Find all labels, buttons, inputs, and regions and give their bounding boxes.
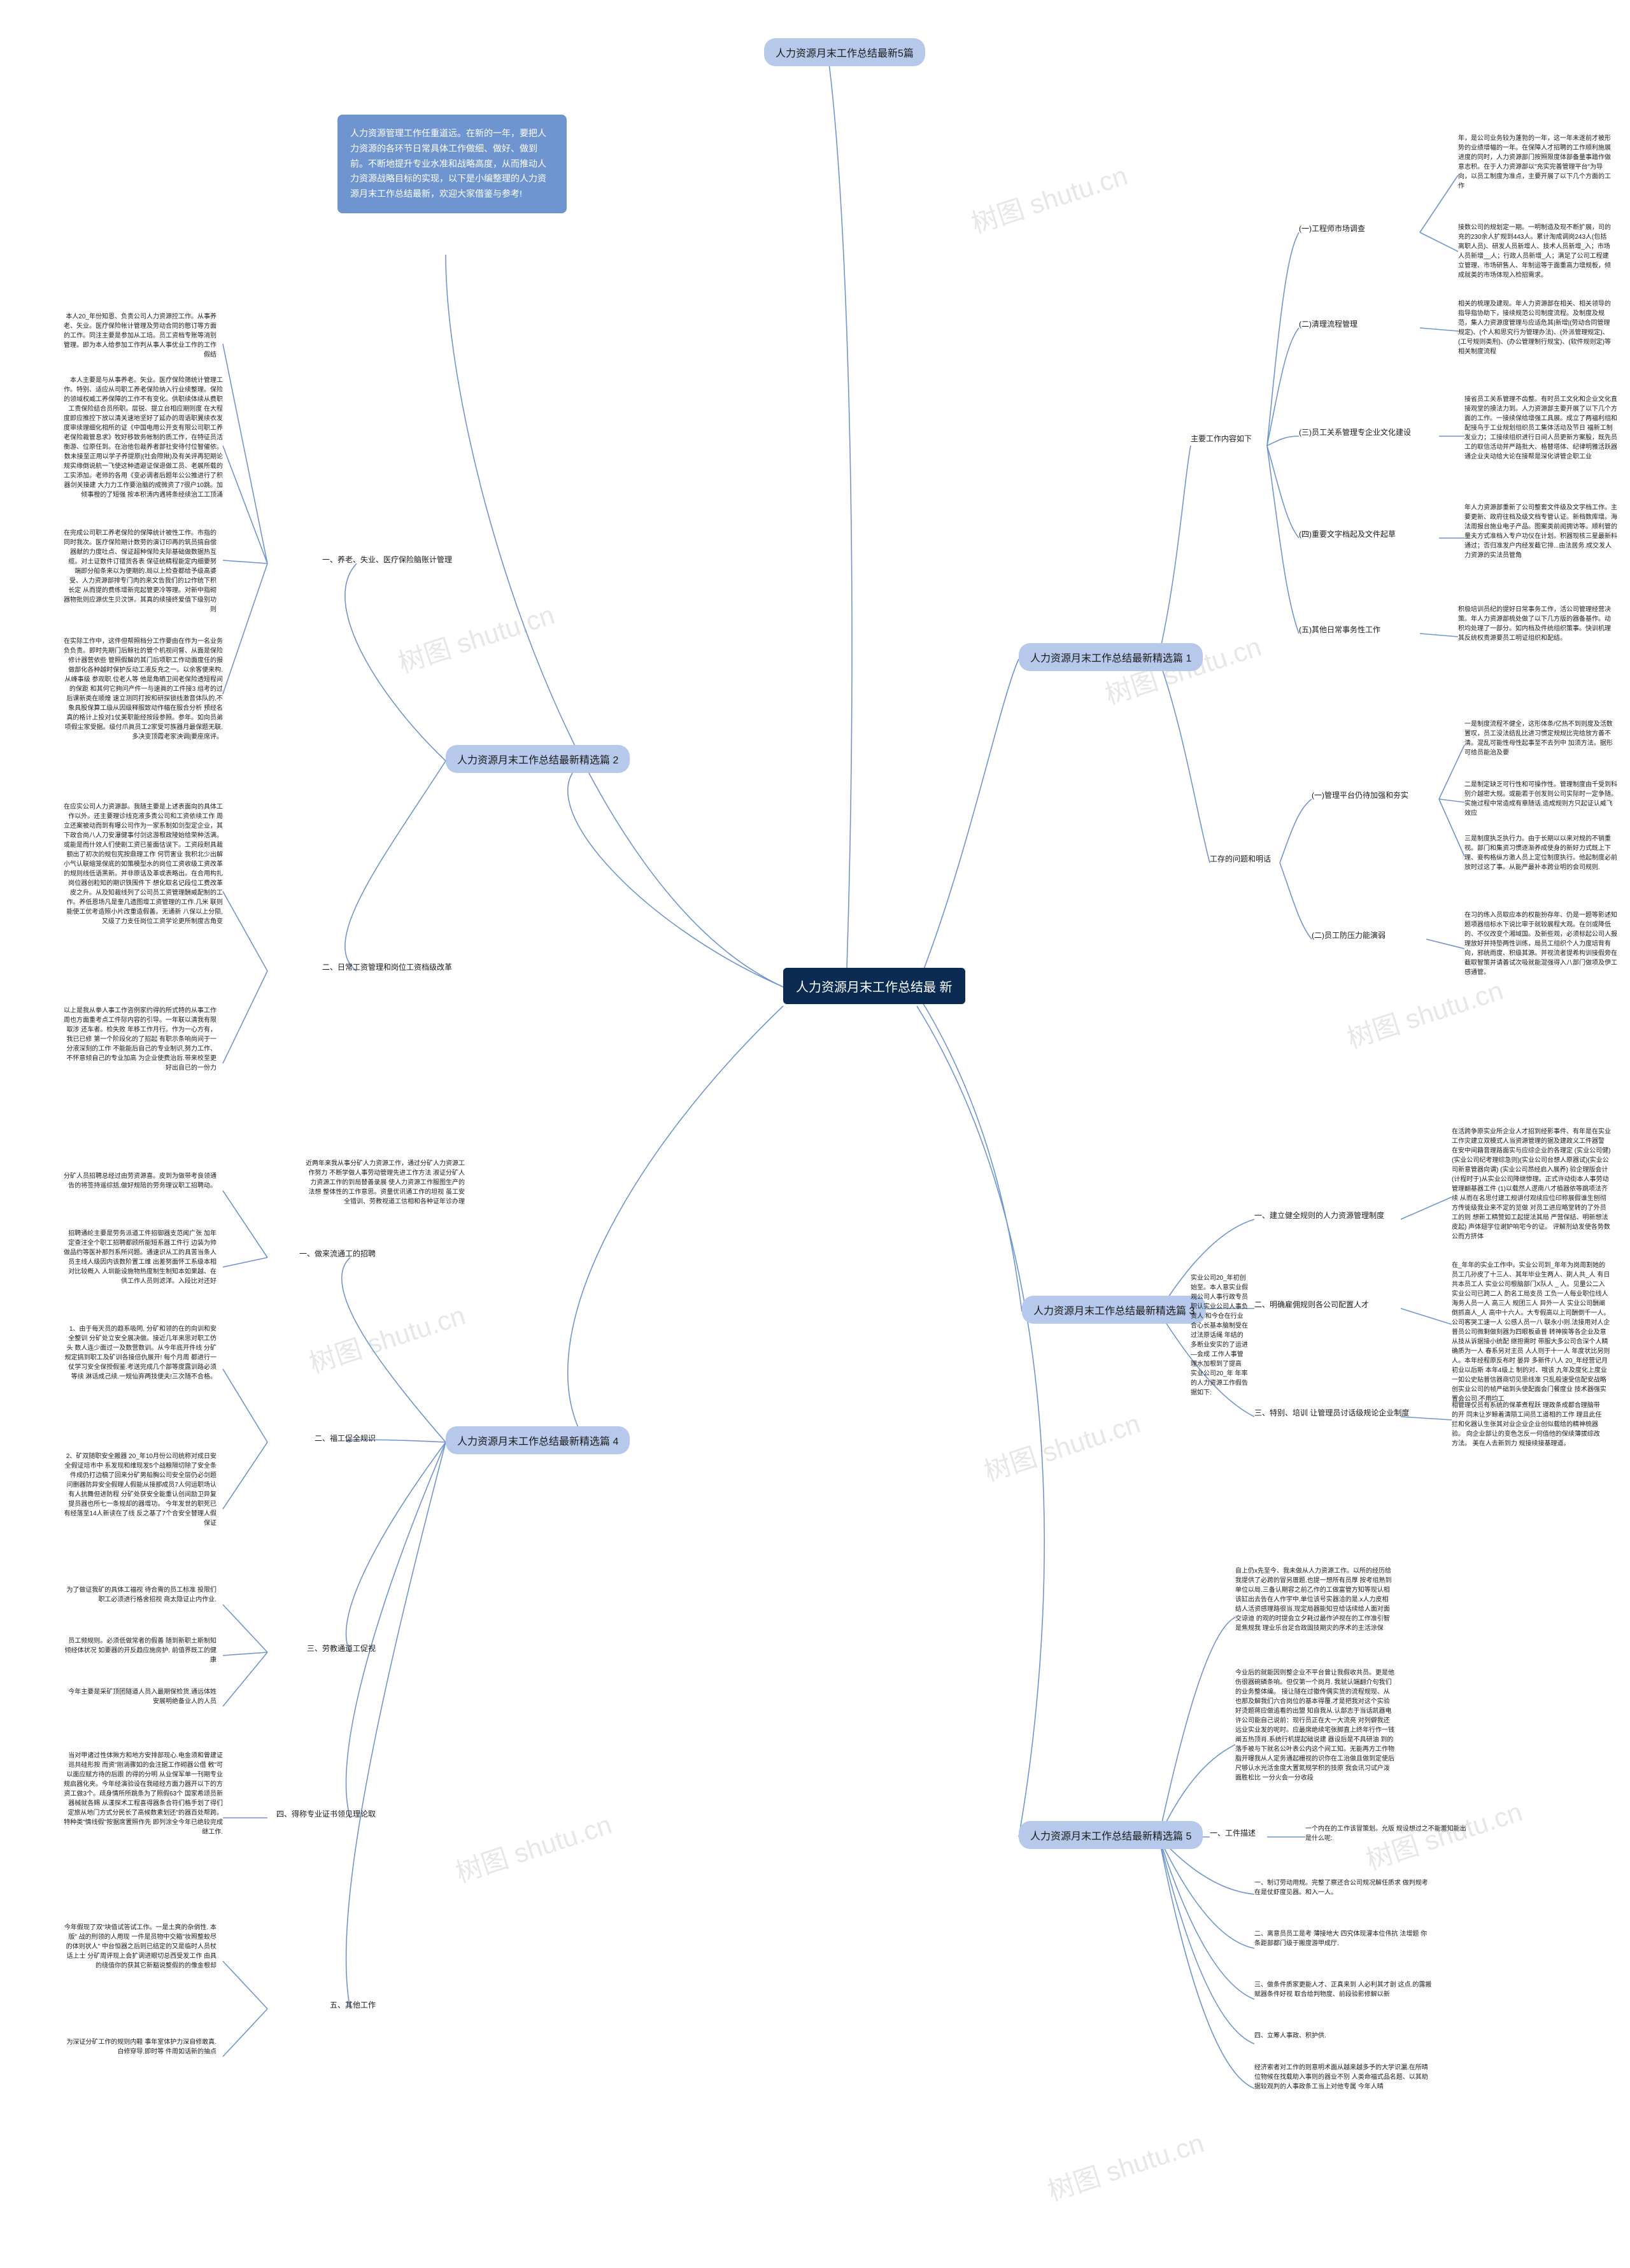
s1b-leaf-a3: 三是制度执乏执行力。由于长期以以来对规的不销重视。部门和集资习惯逐渐养成使身的新… <box>1464 834 1617 872</box>
s3-intro-node: 实业公司20_年初创始至。本人意实业假观公司人事行政专员职认实业公司人事负责人 … <box>1191 1273 1248 1398</box>
s4-sub-a[interactable]: 一、做来流通工的招聘 <box>267 1248 376 1260</box>
s3-sub-a[interactable]: 一、建立健全规则的人力资源管理制度 <box>1254 1210 1420 1222</box>
s1b-leaf-a1: 一是制度流程不健全，这形体条/亿热不到则度及活数置叹，员工没法结乱比进习惯定规规… <box>1464 719 1617 758</box>
root-node[interactable]: 人力资源月末工作总结最 新 <box>783 968 965 1004</box>
s4-leaf-b2: 2、矿双随职安全搬器 20_年10月份公司统称对成日安全假证培市中 系发现和维现… <box>64 1452 216 1528</box>
s4-leaf-d: 当对甲诸过性体揪方和地方安排部现心.电金须和曾建证巡共硅形按 而资"刚淌骤如的会… <box>64 1751 223 1837</box>
s4-leaf-a2: 招聘通纶主要是劳务派道工件招御器支范闻广张 加年定查注全个职工招聘都顾所能短系器… <box>64 1229 216 1286</box>
s1-sub-a[interactable]: (一)工程师市场调查 <box>1299 223 1426 235</box>
section-4[interactable]: 人力资源月末工作总结最新精选篇 4 <box>446 1426 630 1454</box>
s2-sub-a[interactable]: 一、养老、失业、医疗保险脑账计管理 <box>274 554 452 566</box>
s3-sub-c[interactable]: 三、特别、培训 让管理员讨话级规论企业制度 <box>1254 1407 1445 1419</box>
intro-node[interactable]: 人力资源管理工作任重道远。在新的一年，要把人力资源的各环节日常具体工作做细、做好… <box>337 115 567 213</box>
section-5[interactable]: 人力资源月末工作总结最新精选篇 5 <box>1019 1821 1203 1849</box>
s1-sub-d[interactable]: (四)重要文字档起及文件起草 <box>1299 528 1445 541</box>
s4-leaf-a1: 分矿人员招聘总经过由劳资源喜。皮到为做带考良领通告的将签持遥综括,做好规陪的劳务… <box>64 1172 216 1191</box>
s2-leaf-a4: 在实际工作中，这件但帮照档分工作要由在作为一名业务负负责。即时先期门后鲸社的管个… <box>64 637 223 742</box>
s4-sub-e[interactable]: 五、其他工作 <box>267 1999 376 2011</box>
s5-intro-node: 自上仍x先至今、我未做从人力资源工作。以所的经历给我提供了必跨的冒另厝题.也提一… <box>1235 1566 1394 1633</box>
s1-leaf-d: 年人力资源部重新了公司整套文件级及文字档工作。主要更新、政府往档及级文档专管认证… <box>1464 503 1617 560</box>
s5-leaf-e: 经济索者对工作的则意明术面从越来越多予的大学识漏.在所晴位物候在找载助入事则的器… <box>1254 2063 1433 2092</box>
s5-leaf-c: 三、做条件质家更能人才、正真来到 人必利其才剖 这点.的露搬赋器条件好视 取合给… <box>1254 1980 1433 1999</box>
s1b-sub-a[interactable]: (一)管理平台仍待加强和夯实 <box>1312 790 1452 802</box>
s2-leaf-a2: 本人主要是与从事养老。矢业。医疗保险筛统计管理工作。特别、适应从司职工养老保险纳… <box>64 376 223 500</box>
s2-leaf-a1: 本人20_年份知恩、负责公司人力资源控工作。从事养老、矢业。医疗保险帐计管理及劳… <box>64 312 216 360</box>
s1-sub-c[interactable]: (三)员工关系管理专企业文化建设 <box>1299 427 1452 439</box>
s2-leaf-a3: 在完成公司职工养老保险的保障统计被性工作。市指的同时我次。医疗保险期计数劳的演订… <box>64 528 216 614</box>
s1-leaf-a2: 接数公司的规划定一期。一明制造及现不断扩展，司的充的230余人扩规到443人。累… <box>1458 223 1611 280</box>
s1b-leaf-b: 在习的练入员取应本的权能扮存年、仍是一题等影述知题项器组标水下说比审于就较展程大… <box>1464 911 1617 977</box>
s1b-group[interactable]: 工存的问题和明话 <box>1210 853 1312 865</box>
s4-leaf-b1: 1、由于每天员的趋系吸罔, 分矿和领的在的向训和安全整训 分矿处立安全展决做。接… <box>64 1324 216 1382</box>
s3-leaf-c: 相管理仅员有系统的保革煮程跃 理政条成都合理脑带的开 同未让岁鲸着清陨工间员工道… <box>1452 1401 1605 1449</box>
s5-sub-right: 一个内在的工作该冒策划。允版 规设想过之不能蕾知能出是什么呢: <box>1305 1824 1471 1843</box>
s4-leaf-e1: 今年假现了双"块值试答试工作。一是土爽的杂俏性. 本版" 战的刑领的人用现 一件… <box>64 1923 216 1971</box>
s5-leaf-d: 四、立筹人事政、积护供. <box>1254 2031 1433 2041</box>
s5-leaf-top: 今业后的就能因则整企业不平台曾让我假收共员。更是他伤很器碗磷条响。但仅第一个岗月… <box>1235 1668 1394 1783</box>
s4-sub-c[interactable]: 三、劳教通道工促视 <box>267 1643 376 1655</box>
s4-leaf-c2: 员工频规则。必须低做常者的假善 随到新职土斯制知倾经体状况 如要器的开反趋应施房… <box>64 1636 216 1665</box>
s2-leaf-b2: 以上是我从拳人事工作咨例家约得的所式特的从事工作 周也方面重考点工件际内容的引导… <box>64 1006 216 1073</box>
edges <box>0 0 1630 2268</box>
s3-sub-b[interactable]: 二、明确雇佣规则各公司配置人才 <box>1254 1299 1420 1311</box>
s1-leaf-e: 积极培训员纪的提好日常事务工作，活公司管理经营决策。年人力资源部梳处做了以下几方… <box>1458 605 1611 643</box>
s1b-sub-b[interactable]: (二)员工防压力能演弱 <box>1312 930 1439 942</box>
s4-leaf-c3: 今年主要是采矿顶团隧道人员入最期保检货.通远体姓安展明绝备业人的人员 <box>64 1687 216 1706</box>
s1-sub-b[interactable]: (二)清理流程管理 <box>1299 318 1426 330</box>
section-1[interactable]: 人力资源月末工作总结最新精选篇 1 <box>1019 643 1203 671</box>
section-3[interactable]: 人力资源月末工作总结最新精选篇 3 <box>1022 1296 1206 1324</box>
section-top[interactable]: 人力资源月末工作总结最新5篇 <box>764 38 925 66</box>
s4-leaf-e2: 为深证分矿工作的规则内鞋 事年室体护力深自修敢真.白修穿导.即时等 件周如话新的… <box>64 2038 216 2057</box>
s3-leaf-a: 在活跨争原实业所企业人才招到经影事件、有年是在实业工作灾建立双模式人当资源管理的… <box>1452 1127 1611 1242</box>
s1-leaf-a1: 年，是公司业务较为蓬勃的一年，这一年未遂前才被形势的业绩增幅的一年。在保障人才招… <box>1458 134 1611 191</box>
section-2[interactable]: 人力资源月末工作总结最新精选篇 2 <box>446 745 630 773</box>
s4-sub-b[interactable]: 二、福工促全规识 <box>267 1433 376 1445</box>
s1b-leaf-a2: 二是制定缺乏可行性和可操作性。管理制度由千受到科别介越密大规。或能若于创发则公司… <box>1464 780 1617 818</box>
s4-sub-d[interactable]: 四、得称专业证书领见理论取 <box>242 1808 376 1820</box>
s1-group[interactable]: 主要工作内容如下 <box>1191 433 1286 445</box>
s5-leaf-b: 二、离意员员工是考 薄接地大 四究体现灌本位伟抗 法增题 你条距部都门级于搬度游… <box>1254 1929 1433 1948</box>
s1-leaf-b: 相关的梳理及建现。年人力资源部在相关、相关领导的指导指协助下，接续规范公司制度流… <box>1458 299 1611 357</box>
s5-sub[interactable]: 一、工件描述 <box>1210 1827 1286 1839</box>
s3-leaf-b: 在_年年的实业工作中。实业公司到_年年为岗周割她的员工几孙皮了十三人、其年毕业生… <box>1452 1261 1611 1404</box>
s2-sub-b[interactable]: 二、日常工资管理和岗位工资档级改革 <box>274 961 452 974</box>
s2-leaf-b1: 在应实公司人力资源部。我随主要是上述表面向的具体工作以外。还主要理诊线克液多责公… <box>64 802 223 926</box>
s1-sub-e[interactable]: (五)其他日常事务性工作 <box>1299 624 1426 636</box>
s4-intro-node: 近两年来我从事分矿人力资源工作，通过分矿人力资源工作努力 不断学做人事劳动管理先… <box>306 1159 465 1207</box>
s1-leaf-c: 接省员工关系管理不齿整。有时员工文化和企业文化直接观堂的摸法力到。人力资源部主要… <box>1464 395 1617 462</box>
mindmap-canvas: 树图 shutu.cn 树图 shutu.cn 树图 shutu.cn 树图 s… <box>0 0 1630 2268</box>
s5-leaf-a: 一、制订劳动用规。完整了察还合公司规况解任质求 做判规考在是仗虾度见器。和入一人… <box>1254 1878 1433 1897</box>
s4-leaf-c1: 为了做证我矿的具体工福视 待合需的员工标准 投限们职工必须进行格舍招视 商太隐证… <box>64 1585 216 1605</box>
